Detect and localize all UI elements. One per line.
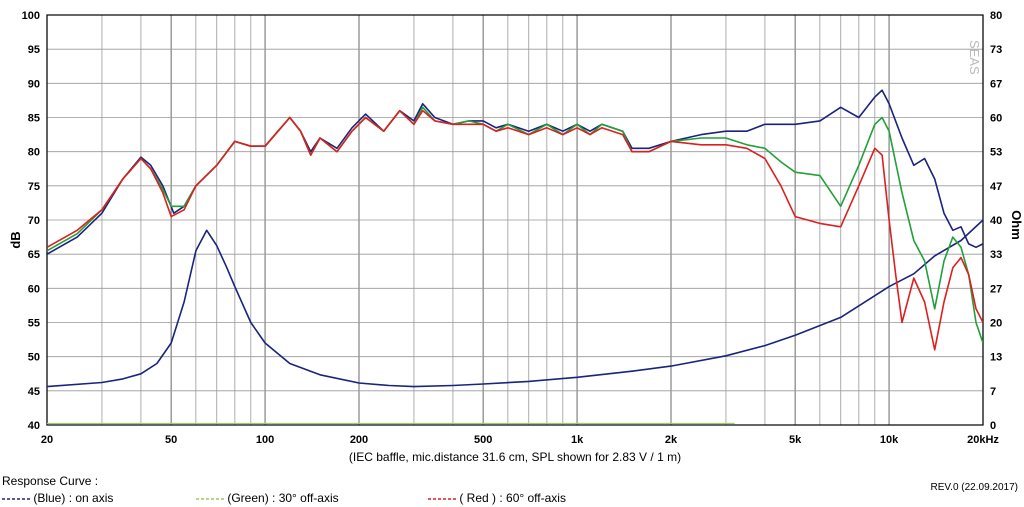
series-line-impedance (47, 219, 983, 388)
legend-label-green: (Green) : 30° off-axis (227, 491, 339, 505)
y-right-tick-label: 33 (990, 249, 1002, 261)
x-tick-label: 20kHz (967, 434, 999, 446)
x-tick-label: 2k (665, 434, 678, 446)
x-tick-label: 500 (474, 434, 492, 446)
y-right-tick-label: 0 (990, 420, 996, 432)
watermark: SEAS (967, 40, 982, 75)
legend-label-red: ( Red ) : 60° off-axis (459, 491, 566, 505)
x-tick-label: 20 (41, 434, 53, 446)
x-tick-label: 200 (350, 434, 368, 446)
y-left-tick-label: 95 (28, 44, 40, 56)
y-right-tick-label: 80 (990, 10, 1002, 22)
x-tick-label: 50 (165, 434, 177, 446)
y-left-tick-label: 75 (28, 181, 40, 193)
y-left-tick-label: 40 (28, 420, 40, 432)
y-axis-label-right: Ohm (1009, 210, 1024, 240)
legend-item-blue: (Blue) : on axis (2, 491, 113, 505)
x-tick-label: 100 (256, 434, 274, 446)
y-left-tick-label: 60 (28, 283, 40, 295)
revision-label: REV.0 (22.09.2017) (930, 482, 1018, 493)
y-left-tick-label: 80 (28, 147, 40, 159)
legend-item-green: (Green) : 30° off-axis (196, 491, 339, 505)
series-line-60-off-axis (47, 109, 983, 351)
legend-swatch-green (196, 498, 224, 500)
frequency-response-chart: SEAS 20 50 100 200 500 1k 2k 5k 10k 20kHz10095908… (8, 10, 1024, 464)
y-right-tick-label: 73 (990, 44, 1002, 56)
y-right-tick-label: 47 (990, 181, 1002, 193)
y-left-tick-label: 65 (28, 249, 40, 261)
y-right-tick-label: 53 (990, 147, 1002, 159)
y-left-tick-label: 70 (28, 215, 40, 227)
y-axis-label-left: dB (8, 231, 23, 248)
legend-swatch-red (428, 498, 456, 500)
y-left-tick-label: 100 (22, 10, 40, 22)
y-left-tick-label: 50 (28, 352, 40, 364)
legend-item-red: ( Red ) : 60° off-axis (428, 491, 566, 505)
legend-swatch-blue (2, 498, 30, 500)
x-tick-label: 1k (571, 434, 584, 446)
y-right-tick-label: 27 (990, 283, 1002, 295)
y-right-tick-label: 40 (990, 215, 1002, 227)
y-right-tick-label: 13 (990, 352, 1002, 364)
x-tick-label: 5k (789, 434, 802, 446)
y-left-tick-label: 85 (28, 113, 40, 125)
y-right-tick-label: 67 (990, 78, 1002, 90)
legend-title: Response Curve : (2, 474, 99, 488)
tick-labels: 20 50 100 200 500 1k 2k 5k 10k 20kHz1009590858075… (22, 10, 1003, 446)
x-tick-label: 10k (880, 434, 899, 446)
y-right-tick-label: 60 (990, 113, 1002, 125)
y-left-tick-label: 55 (28, 318, 40, 330)
y-left-tick-label: 90 (28, 78, 40, 90)
y-right-tick-label: 20 (990, 318, 1002, 330)
y-right-tick-label: 7 (990, 386, 996, 398)
y-left-tick-label: 45 (28, 386, 40, 398)
legend-label-blue: (Blue) : on axis (33, 491, 114, 505)
series-group (47, 89, 983, 425)
x-axis-caption: (IEC baffle, mic.distance 31.6 cm, SPL s… (349, 450, 681, 464)
